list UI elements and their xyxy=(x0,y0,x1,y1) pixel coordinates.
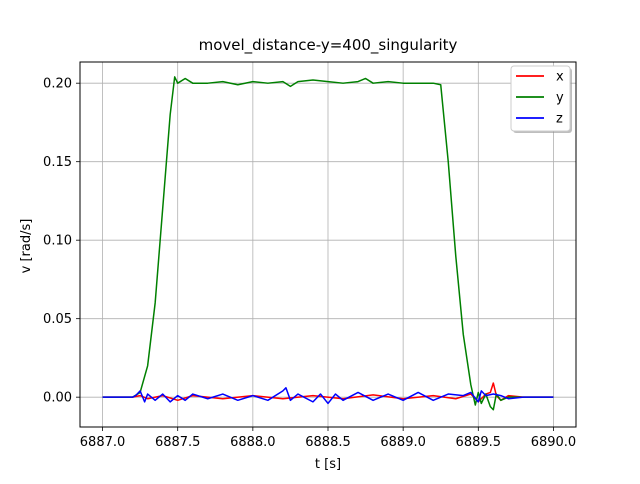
y-tick-label: 0.20 xyxy=(43,77,72,92)
legend-box xyxy=(510,65,571,132)
y-tick-label: 0.15 xyxy=(43,155,72,170)
chart-title: movel_distance-y=400_singularity xyxy=(199,36,458,55)
x-tick-label: 6888.0 xyxy=(230,435,276,450)
y-tick-label: 0.05 xyxy=(43,312,72,327)
y-axis-label: v [rad/s] xyxy=(19,219,34,274)
x-tick-label: 6887.5 xyxy=(155,435,201,450)
legend: xyz xyxy=(510,65,572,133)
x-tick-label: 6890.0 xyxy=(531,435,577,450)
series-line-y xyxy=(102,76,554,411)
legend-label-z: z xyxy=(556,112,563,127)
x-tick-label: 6888.5 xyxy=(305,435,351,450)
y-tick-label: 0.10 xyxy=(43,234,72,249)
legend-label-y: y xyxy=(556,91,564,106)
x-tick-label: 6889.0 xyxy=(380,435,426,450)
series-line-z xyxy=(102,387,554,405)
legend-label-x: x xyxy=(556,70,564,85)
ticks-layer: 6887.0 6887.5 6888.0 6888.5 6889.0 6889.5 6890… xyxy=(43,77,576,450)
x-tick-label: 6889.5 xyxy=(456,435,502,450)
grid-layer xyxy=(80,62,576,427)
x-axis-label: t [s] xyxy=(315,457,341,472)
x-tick-label: 6887.0 xyxy=(80,435,126,450)
y-tick-label: 0.00 xyxy=(43,391,72,406)
series-layer xyxy=(102,76,554,411)
